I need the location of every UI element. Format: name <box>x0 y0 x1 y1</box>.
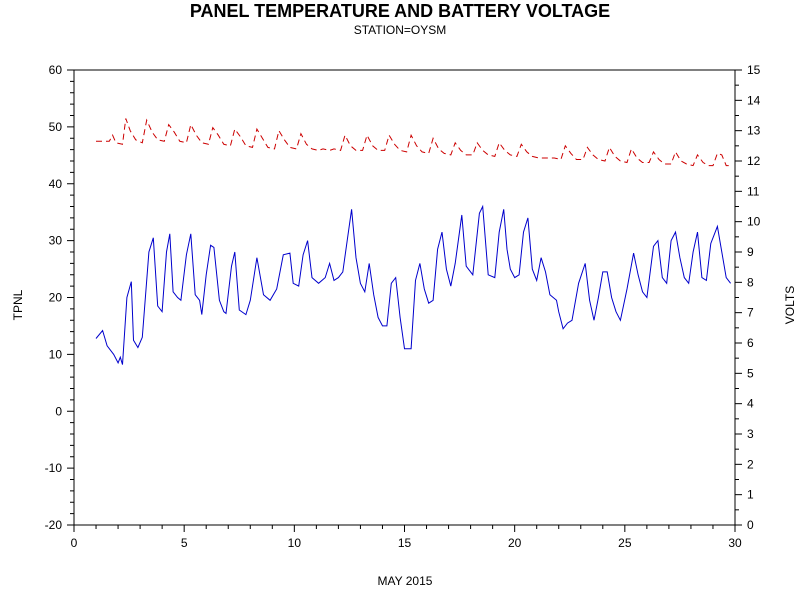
y-right-tick-label: 14 <box>747 93 761 107</box>
y-left-tick-label: -20 <box>45 518 63 532</box>
x-axis-label: MAY 2015 <box>377 574 433 588</box>
y-right-tick-label: 12 <box>747 154 761 168</box>
battery-voltage-line <box>96 118 731 167</box>
y-left-tick-label: 60 <box>49 63 63 77</box>
x-tick-label: 0 <box>71 536 78 550</box>
plot-frame <box>73 69 736 526</box>
axes-group: 0 5 10 15 20 25 30-20-100102030405060012345678… <box>45 63 761 550</box>
y-left-tick-label: 20 <box>49 291 63 305</box>
y-left-tick-label: 10 <box>49 347 63 361</box>
y-right-tick-label: 10 <box>747 215 761 229</box>
y-right-tick-label: 6 <box>747 336 754 350</box>
y-right-tick-label: 4 <box>747 397 754 411</box>
y-right-tick-label: 11 <box>747 184 760 198</box>
y-right-tick-label: 0 <box>747 518 754 532</box>
chart-title: PANEL TEMPERATURE AND BATTERY VOLTAGE <box>189 1 611 21</box>
x-tick-label: 20 <box>508 536 522 550</box>
y-right-tick-label: 8 <box>747 275 754 289</box>
x-tick-label: 15 <box>398 536 412 550</box>
x-tick-label: 10 <box>288 536 302 550</box>
y-left-tick-label: 0 <box>55 404 62 418</box>
y-right-tick-label: 13 <box>747 124 761 138</box>
y-right-tick-label: 1 <box>747 488 754 502</box>
y-right-tick-label: 7 <box>747 306 754 320</box>
y-right-tick-label: 2 <box>747 457 754 471</box>
y-right-tick-label: 3 <box>747 427 754 441</box>
x-tick-label: 30 <box>728 536 742 550</box>
panel-temperature-line <box>95 204 731 365</box>
y-right-tick-label: 15 <box>747 63 761 77</box>
x-tick-label: 25 <box>618 536 632 550</box>
y-left-tick-label: 30 <box>49 234 63 248</box>
series-group <box>95 118 731 365</box>
chart-subtitle: STATION=OYSM <box>353 23 447 37</box>
y-left-tick-label: -10 <box>45 461 63 475</box>
y-left-tick-label: 40 <box>49 177 63 191</box>
y-right-tick-label: 5 <box>747 366 754 380</box>
y-right-tick-label: 9 <box>747 245 754 259</box>
x-tick-label: 5 <box>181 536 188 550</box>
y-left-tick-label: 50 <box>49 120 63 134</box>
